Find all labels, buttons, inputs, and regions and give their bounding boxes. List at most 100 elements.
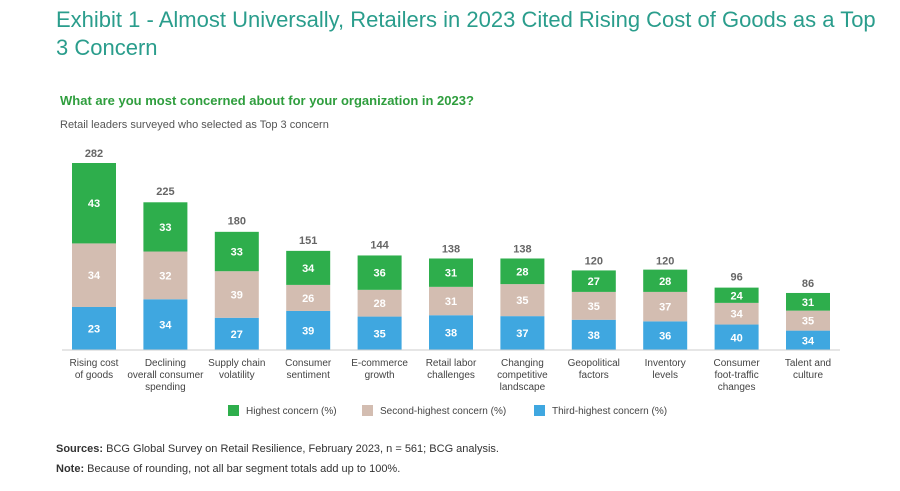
segment-label: 34 — [730, 309, 743, 321]
x-tick-label: Retail labor challenges — [425, 358, 477, 381]
bar-segment — [643, 291, 688, 322]
bar-segment — [571, 291, 616, 320]
x-tick-label: Consumer foot-traffic changes — [713, 358, 760, 393]
bar-segment — [643, 321, 688, 350]
bar-segment — [143, 202, 188, 252]
segment-label: 28 — [373, 298, 385, 310]
total-label: 120 — [656, 255, 674, 267]
segment-label: 34 — [302, 263, 315, 275]
segment-label: 36 — [659, 331, 671, 343]
segment-label: 35 — [516, 295, 528, 307]
bar-segment — [286, 310, 331, 350]
bar-segment — [286, 250, 331, 285]
segment-label: 31 — [445, 296, 457, 308]
note-label: Note: — [56, 463, 85, 475]
segment-label: 33 — [159, 222, 171, 234]
sources: Sources: BCG Global Survey on Retail Res… — [56, 443, 499, 455]
segment-label: 35 — [373, 328, 385, 340]
segment-label: 34 — [88, 270, 101, 282]
sources-text: BCG Global Survey on Retail Resilience, … — [106, 443, 499, 455]
bar-segment — [429, 315, 473, 350]
segment-label: 24 — [730, 290, 743, 302]
bar-segment — [214, 231, 259, 272]
bar-segment — [786, 292, 830, 311]
bar-segment — [72, 243, 116, 307]
segment-label: 38 — [445, 328, 457, 340]
x-tick-label: Changing competitive landscape — [497, 358, 548, 393]
total-label: 120 — [585, 255, 603, 267]
chart-description: Retail leaders surveyed who selected as … — [60, 119, 329, 131]
x-tick-label: Geopolitical factors — [567, 358, 620, 381]
bar-segment — [500, 316, 545, 350]
bar-segment — [72, 163, 116, 244]
x-tick-label: Declining overall consumer spending — [127, 358, 204, 393]
legend-swatch — [362, 405, 373, 416]
segment-label: 37 — [516, 328, 528, 340]
bar-segment — [786, 330, 830, 350]
legend-swatch — [534, 405, 545, 416]
total-label: 86 — [802, 278, 814, 290]
note-text: Because of rounding, not all bar segment… — [87, 463, 401, 475]
segment-label: 23 — [88, 323, 100, 335]
bar-segment — [714, 287, 759, 303]
x-tick-label: Rising cost of goods — [69, 358, 119, 381]
segment-label: 37 — [659, 302, 671, 314]
chart-subtitle: What are you most concerned about for yo… — [60, 93, 474, 108]
segment-label: 26 — [302, 293, 314, 305]
total-label: 180 — [228, 216, 246, 228]
segment-label: 40 — [730, 332, 742, 344]
bar-segment — [143, 251, 188, 300]
bar-segment — [286, 284, 331, 311]
bar-segment — [357, 316, 402, 350]
segment-label: 38 — [588, 330, 600, 342]
note: Note: Because of rounding, not all bar s… — [56, 463, 400, 475]
segment-label: 35 — [588, 301, 600, 313]
bar-segment — [714, 324, 759, 350]
bar-segment — [500, 284, 545, 317]
segment-label: 43 — [88, 198, 100, 210]
segment-label: 31 — [802, 297, 814, 309]
bar-segment — [357, 289, 402, 317]
segment-label: 28 — [659, 276, 671, 288]
bar-segment — [714, 302, 759, 325]
total-label: 138 — [513, 243, 531, 255]
x-tick-label: Consumer sentiment — [285, 358, 332, 381]
legend-label: Third-highest concern (%) — [552, 406, 667, 417]
segment-label: 34 — [802, 335, 815, 347]
total-label: 144 — [370, 240, 389, 252]
segment-label: 27 — [588, 276, 600, 288]
segment-label: 33 — [231, 247, 243, 259]
legend-label: Second-highest concern (%) — [380, 406, 506, 417]
bar-segment — [643, 269, 688, 292]
segment-label: 32 — [159, 270, 171, 282]
bar-segment — [500, 258, 545, 285]
total-label: 96 — [730, 271, 742, 283]
bar-segment — [571, 270, 616, 292]
legend-swatch — [228, 405, 239, 416]
total-label: 151 — [299, 235, 317, 247]
bar-segment — [429, 286, 473, 316]
segment-label: 31 — [445, 268, 457, 280]
bar-segment — [214, 317, 259, 350]
segment-label: 34 — [159, 320, 172, 332]
bar-segment — [357, 255, 402, 290]
bar-segment — [786, 310, 830, 331]
x-tick-label: Supply chain volatility — [208, 358, 266, 381]
segment-label: 35 — [802, 316, 814, 328]
x-tick-label: Inventory levels — [644, 358, 686, 381]
bar-segment — [571, 319, 616, 350]
bar-segment — [429, 258, 473, 287]
segment-label: 39 — [302, 325, 314, 337]
bar-segment — [72, 306, 116, 350]
bar-segment — [214, 271, 259, 318]
x-tick-label: Talent and culture — [784, 358, 832, 381]
segment-label: 27 — [231, 329, 243, 341]
x-tick-label: E-commerce growth — [351, 358, 408, 381]
total-label: 138 — [442, 243, 460, 255]
segment-label: 36 — [373, 268, 385, 280]
legend-label: Highest concern (%) — [246, 406, 337, 417]
total-label: 225 — [156, 186, 174, 198]
segment-label: 39 — [231, 289, 243, 301]
